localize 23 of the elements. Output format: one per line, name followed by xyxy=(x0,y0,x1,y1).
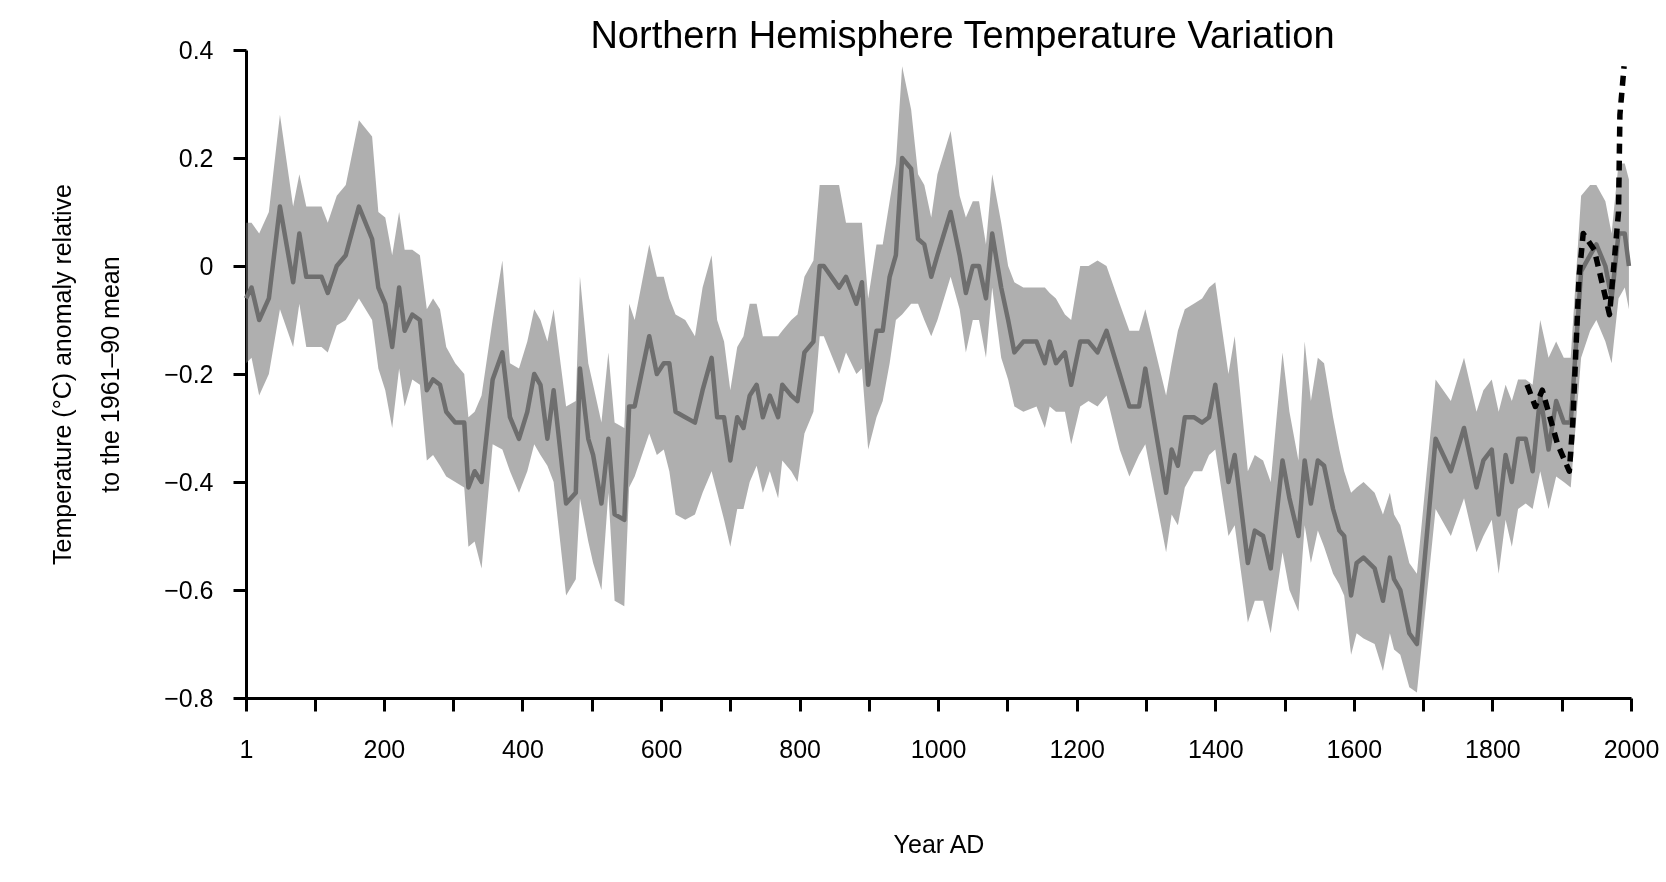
x-tick-label: 1 xyxy=(239,734,254,763)
x-axis-title: Year AD xyxy=(893,829,985,858)
x-tick-label: 600 xyxy=(640,734,683,763)
y-tick-label: 0.2 xyxy=(178,143,214,172)
x-tick-label: 1200 xyxy=(1049,734,1106,763)
chart-title: Northern Hemisphere Temperature Variation xyxy=(590,14,1335,56)
y-tick-label: 0.4 xyxy=(178,35,214,64)
x-tick-label: 1600 xyxy=(1326,734,1383,763)
x-tick-label: 2000 xyxy=(1603,734,1660,763)
text: to the 1961–90 mean xyxy=(96,256,125,493)
y-tick-label: −0.6 xyxy=(164,575,214,604)
y-tick-label: −0.4 xyxy=(164,467,214,496)
text: Temperature (°C) anomaly relative xyxy=(48,184,77,565)
x-tick-label: 1400 xyxy=(1187,734,1244,763)
x-tick-label: 800 xyxy=(779,734,821,763)
x-tick-label: 400 xyxy=(502,734,544,763)
x-tick-label: 1800 xyxy=(1465,734,1521,763)
line-series xyxy=(243,155,1632,647)
y-tick-label: −0.8 xyxy=(164,683,214,712)
y-tick-label: 0 xyxy=(199,251,214,280)
y-tick-label: −0.2 xyxy=(164,359,214,388)
x-tick-label: 1000 xyxy=(910,734,967,763)
x-tick-label: 200 xyxy=(363,734,406,763)
